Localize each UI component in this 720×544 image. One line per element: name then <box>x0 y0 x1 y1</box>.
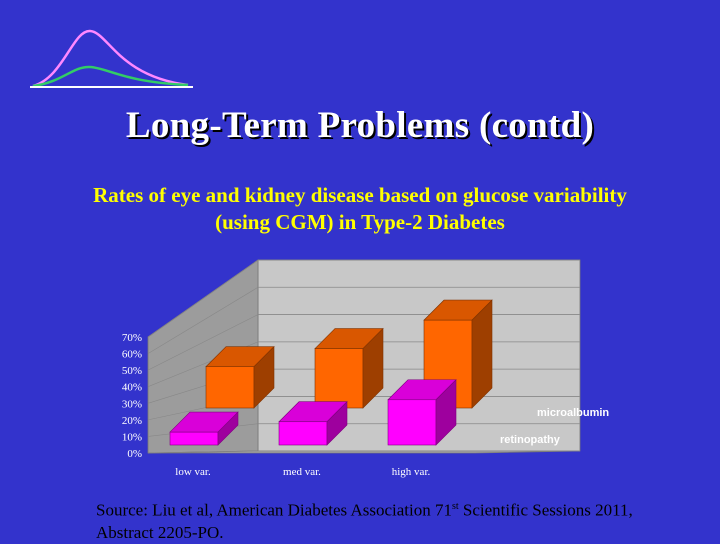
y-tick-label: 0% <box>127 448 142 460</box>
series-label-retinopathy: retinopathy <box>500 434 561 446</box>
slide-title: Long-Term Problems (contd) <box>125 105 595 146</box>
logo-green-curve <box>32 65 189 88</box>
source-line-1: Source: Liu et al, American Diabetes Ass… <box>96 496 696 522</box>
gridline-side <box>147 259 259 338</box>
bar-side-retinopathy-2 <box>435 379 457 446</box>
source-line-2: Abstract 2205-PO. <box>96 522 224 542</box>
y-tick-label: 60% <box>122 349 142 361</box>
bar-retinopathy-1 <box>278 421 328 446</box>
x-tick-label: med var. <box>283 466 321 478</box>
slide-subtitle: Rates of eye and kidney disease based on… <box>20 182 700 236</box>
gridline-side <box>147 314 259 371</box>
bar-side-retinopathy-1 <box>326 401 348 446</box>
y-tick-label: 70% <box>122 332 142 344</box>
bar-microalbumin-1 <box>314 348 364 409</box>
series-label-microalbumin: microalbumin <box>537 407 609 419</box>
bar-retinopathy-0 <box>169 431 219 446</box>
gridline-side <box>147 450 259 454</box>
bar-microalbumin-0 <box>205 366 255 409</box>
x-tick-label: low var. <box>175 466 211 478</box>
bar-side-microalbumin-1 <box>362 327 384 409</box>
y-tick-label: 20% <box>122 415 142 427</box>
bar-retinopathy-2 <box>387 399 437 446</box>
gridline-side <box>147 287 259 354</box>
source-superscript: st <box>451 501 459 512</box>
bar-side-microalbumin-2 <box>471 299 493 409</box>
subtitle-line-1: Rates of eye and kidney disease based on… <box>93 183 627 207</box>
bar-side-retinopathy-0 <box>217 411 239 446</box>
disease-rate-chart: 0% 10% 20% 30% 40% 50% 60% 70% low var. med var. h… <box>122 259 609 478</box>
bar-side-microalbumin-0 <box>253 345 275 409</box>
logo-pink-curve <box>32 29 189 88</box>
x-tick-label: high var. <box>392 466 431 478</box>
y-tick-label: 10% <box>122 431 142 443</box>
source-text-cont: Scientific Sessions 2011, <box>458 500 633 520</box>
y-tick-label: 30% <box>122 398 142 410</box>
y-tick-label: 40% <box>122 382 142 394</box>
source-citation: Source: Liu et al, American Diabetes Ass… <box>96 496 696 544</box>
source-text: Source: Liu et al, American Diabetes Ass… <box>96 500 452 520</box>
curve-logo-icon <box>30 29 193 88</box>
subtitle-line-2: (using CGM) in Type-2 Diabetes <box>215 210 505 234</box>
y-tick-label: 50% <box>122 365 142 377</box>
